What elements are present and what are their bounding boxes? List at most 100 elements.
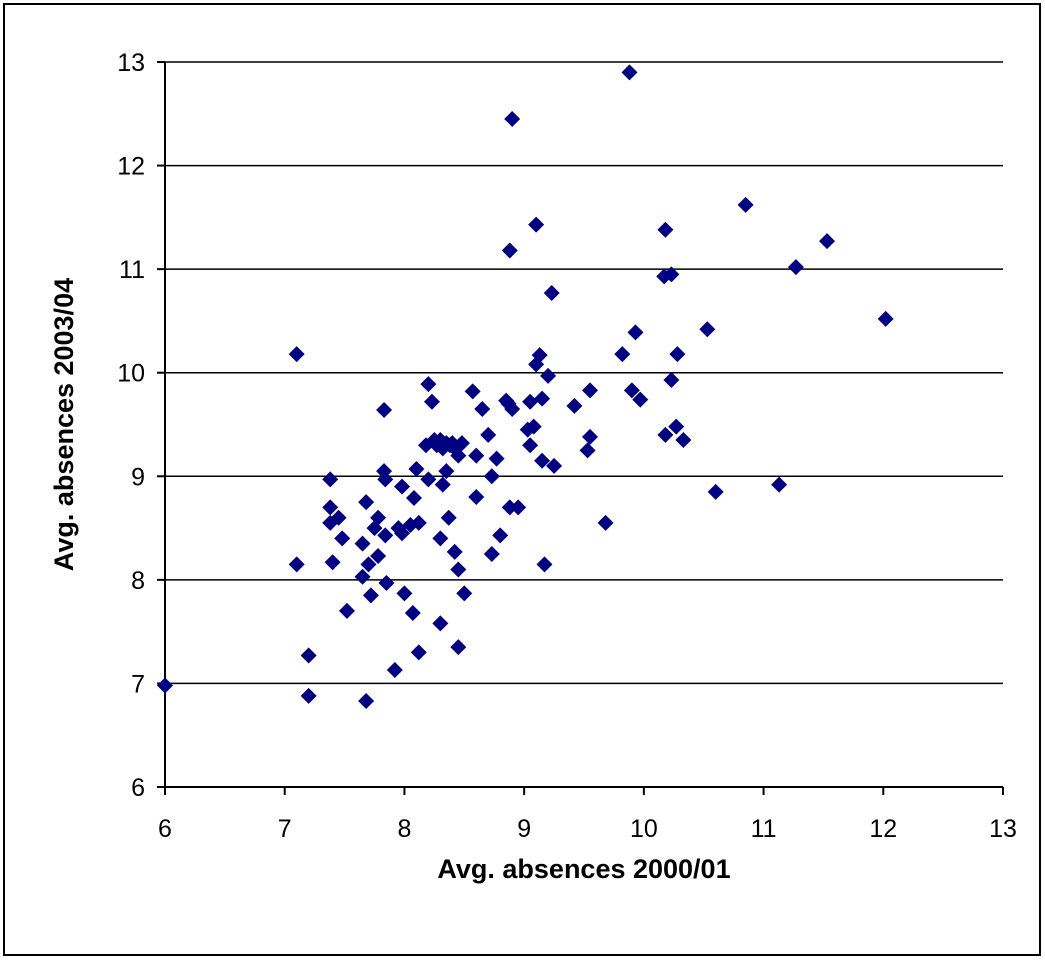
data-point xyxy=(354,568,371,585)
data-point xyxy=(334,530,351,547)
data-point xyxy=(453,435,470,452)
data-point xyxy=(450,447,467,464)
data-point xyxy=(358,693,375,710)
data-point xyxy=(330,509,347,526)
data-point xyxy=(377,471,394,488)
data-point xyxy=(338,602,355,619)
data-point xyxy=(370,509,387,526)
y-tick-label: 9 xyxy=(131,463,145,491)
data-point xyxy=(360,556,377,573)
ticks: 6 7 8 9 10 11 12 13 6 7 8 9 10 11 12 13 xyxy=(117,49,1017,843)
data-point xyxy=(522,393,539,410)
data-point xyxy=(632,391,649,408)
data-point xyxy=(322,471,339,488)
gridlines xyxy=(165,61,1003,685)
x-tick-label: 7 xyxy=(278,815,292,843)
data-point xyxy=(396,585,413,602)
data-point xyxy=(579,442,596,459)
y-axis-title: Avg. absences 2003/04 xyxy=(49,278,79,571)
data-point xyxy=(531,347,548,364)
data-point xyxy=(540,367,557,384)
data-point xyxy=(404,605,421,621)
data-point xyxy=(492,527,509,544)
data-point xyxy=(699,321,716,338)
y-tick-label: 12 xyxy=(117,153,145,181)
data-point xyxy=(450,639,467,656)
data-point xyxy=(376,402,393,418)
data-point xyxy=(456,585,473,602)
data-point xyxy=(819,233,836,250)
data-point xyxy=(408,461,425,478)
data-points xyxy=(157,64,894,710)
data-point xyxy=(663,371,680,388)
data-point xyxy=(657,221,674,238)
data-point xyxy=(737,196,754,213)
y-tick-label: 10 xyxy=(117,360,145,388)
data-point xyxy=(657,426,674,443)
y-tick-label: 7 xyxy=(131,670,145,698)
data-point xyxy=(434,476,451,493)
data-point xyxy=(501,242,518,259)
data-point xyxy=(300,647,317,664)
data-point xyxy=(386,661,403,678)
data-point xyxy=(468,489,485,505)
data-point xyxy=(668,418,685,435)
data-point xyxy=(410,514,427,531)
data-point xyxy=(581,382,598,399)
chart-frame xyxy=(3,3,1041,956)
data-point xyxy=(354,535,371,552)
data-point xyxy=(464,383,481,400)
data-point xyxy=(378,574,395,591)
data-point xyxy=(663,266,680,283)
data-point xyxy=(534,452,551,469)
data-point xyxy=(522,437,539,454)
y-tick-label: 6 xyxy=(131,774,145,802)
data-point xyxy=(370,548,387,565)
data-point xyxy=(432,530,449,547)
x-tick-label: 9 xyxy=(517,815,531,843)
data-point xyxy=(566,397,583,414)
data-point xyxy=(669,346,686,363)
data-point xyxy=(410,644,427,661)
data-point xyxy=(432,615,449,632)
data-point xyxy=(300,687,317,704)
data-point xyxy=(510,499,527,516)
data-point xyxy=(543,284,560,301)
x-tick-label: 12 xyxy=(869,815,897,843)
x-axis-title: Avg. absences 2000/01 xyxy=(437,854,730,884)
data-point xyxy=(707,483,724,500)
x-tick-label: 11 xyxy=(751,815,777,843)
x-tick-label: 13 xyxy=(989,815,1017,843)
data-point xyxy=(288,346,305,363)
data-point xyxy=(420,376,437,393)
x-tick-label: 6 xyxy=(158,815,172,843)
data-point xyxy=(546,457,563,474)
data-point xyxy=(377,527,394,544)
data-point xyxy=(324,554,341,571)
data-point xyxy=(446,543,463,560)
axes xyxy=(164,62,1003,788)
data-point xyxy=(362,587,379,604)
data-point xyxy=(536,556,553,573)
data-point xyxy=(440,509,457,526)
data-point xyxy=(394,478,411,495)
data-point xyxy=(500,395,517,412)
data-point xyxy=(787,259,804,276)
data-point xyxy=(614,346,631,363)
data-point xyxy=(534,390,551,407)
y-tick-label: 11 xyxy=(119,256,145,284)
x-tick-label: 10 xyxy=(630,815,658,843)
data-point xyxy=(504,400,521,417)
data-point xyxy=(771,476,788,493)
data-point xyxy=(474,400,491,417)
data-point xyxy=(623,382,640,399)
data-point xyxy=(288,556,305,573)
data-point xyxy=(420,471,437,488)
y-tick-label: 13 xyxy=(117,49,145,77)
x-tick-label: 8 xyxy=(397,815,411,843)
data-point xyxy=(480,426,497,443)
data-point xyxy=(483,468,500,485)
data-point xyxy=(621,64,638,81)
data-point xyxy=(597,514,614,531)
